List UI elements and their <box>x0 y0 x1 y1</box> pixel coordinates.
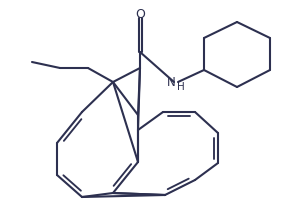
Text: N: N <box>167 76 176 88</box>
Text: H: H <box>177 82 185 92</box>
Text: O: O <box>135 8 145 21</box>
